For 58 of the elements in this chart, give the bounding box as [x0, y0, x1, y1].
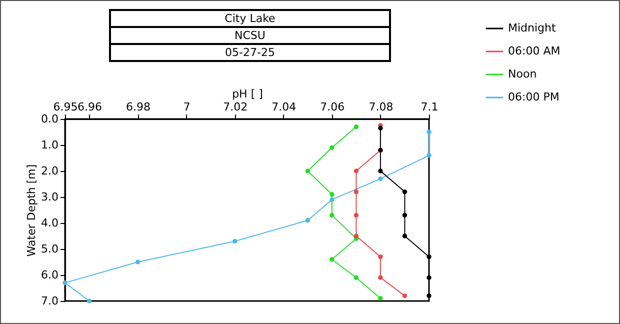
y-tick-label: 4.0	[41, 216, 58, 230]
point	[330, 197, 334, 202]
point	[402, 189, 408, 194]
point	[378, 275, 383, 280]
point	[305, 168, 310, 174]
x-tick-label: 7.06	[320, 100, 345, 114]
point	[354, 275, 359, 280]
point	[354, 168, 359, 174]
point	[378, 254, 383, 260]
chart-title: City Lake	[109, 9, 391, 28]
point	[354, 234, 359, 238]
point	[426, 254, 432, 260]
point	[62, 280, 68, 286]
point	[402, 234, 408, 238]
point	[378, 126, 383, 130]
y-tick-label: 6.0	[41, 268, 58, 282]
point	[402, 293, 408, 298]
point	[86, 298, 92, 304]
x-tick-label: 7	[183, 100, 190, 114]
point	[330, 192, 334, 197]
y-axis-title: Water Depth [m]	[25, 164, 38, 257]
text: 05-27-25	[109, 43, 391, 62]
x-tick-label: 7.02	[223, 100, 248, 114]
legend-label: 06:00 PM	[508, 90, 560, 104]
point	[426, 293, 432, 298]
point	[354, 212, 359, 218]
point	[330, 145, 334, 150]
x-tick-label: 7.04	[272, 100, 296, 114]
point	[330, 257, 334, 262]
point	[426, 275, 432, 280]
y-tick-label: 3.0	[41, 190, 58, 204]
x-axis-title: pH [ ]	[232, 88, 263, 100]
point	[378, 168, 383, 174]
x-tick-label: 6.95	[53, 100, 78, 114]
point	[354, 124, 359, 130]
point	[330, 212, 334, 218]
point	[135, 260, 140, 264]
chart-subtitle: NCSU	[109, 26, 391, 45]
y-tick-label: 1.0	[41, 138, 58, 152]
y-tick-label: 2.0	[41, 164, 58, 178]
x-tick-label: 6.96	[78, 100, 102, 114]
legend-label: 06:00 AM	[508, 44, 560, 58]
point	[378, 296, 383, 301]
legend-label: Noon	[508, 68, 537, 80]
point	[426, 153, 432, 158]
point	[232, 238, 238, 244]
point	[426, 130, 432, 134]
y-tick-label: 5.0	[41, 242, 58, 256]
x-tick-label: 6.98	[126, 100, 151, 114]
y-tick-label: 7.0	[41, 294, 58, 308]
y-tick-label: 0.0	[41, 112, 58, 126]
point	[378, 176, 383, 182]
x-tick-label: 7.08	[368, 100, 394, 114]
point	[402, 212, 408, 218]
x-tick-label: 7.1	[420, 100, 438, 114]
point	[305, 218, 310, 223]
legend-label: Midnight	[508, 22, 557, 34]
point	[354, 189, 359, 194]
